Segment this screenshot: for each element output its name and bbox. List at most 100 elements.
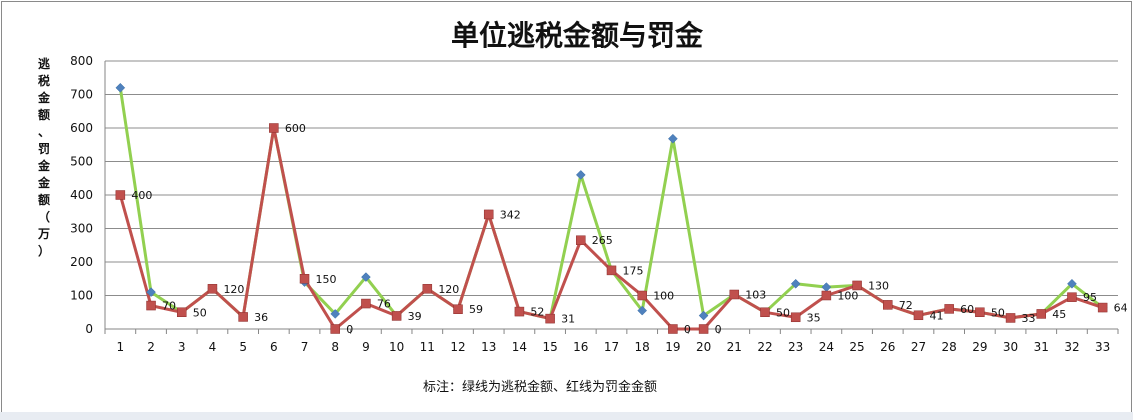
y-axis-label-char: 金 — [37, 90, 51, 105]
x-tick-label: 3 — [178, 340, 186, 354]
data-point-series-1 — [575, 170, 586, 180]
bottom-strip — [0, 412, 1133, 420]
data-labels: 4007050120366001500763912059342523126517… — [131, 122, 1127, 336]
data-label: 50 — [776, 306, 790, 319]
x-tick-label: 23 — [788, 340, 803, 354]
x-tick-label: 31 — [1034, 340, 1049, 354]
data-point-series-2 — [146, 300, 156, 311]
x-tick-label: 4 — [209, 340, 217, 354]
x-tick-label: 9 — [362, 340, 370, 354]
data-point-series-2 — [913, 310, 924, 321]
y-tick-label: 100 — [70, 289, 93, 303]
x-tick-label: 2 — [147, 340, 155, 354]
data-label: 600 — [285, 122, 306, 135]
y-axis-label-char: ） — [38, 243, 50, 258]
data-label: 150 — [316, 273, 337, 286]
data-point-series-1 — [637, 305, 648, 316]
data-point-series-1 — [698, 310, 709, 321]
data-point-series-1 — [668, 133, 678, 144]
x-tick-label: 19 — [665, 340, 680, 354]
y-axis-label-char: （ — [38, 209, 50, 224]
data-point-series-2 — [176, 307, 187, 317]
y-tick-label: 800 — [70, 54, 93, 68]
data-point-series-2 — [852, 280, 862, 291]
data-label: 103 — [745, 288, 766, 301]
data-label: 72 — [899, 299, 913, 312]
y-tick-label: 500 — [70, 155, 93, 169]
x-tick-label: 8 — [331, 340, 339, 354]
data-point-series-1 — [146, 287, 156, 298]
x-tick-label: 24 — [819, 340, 834, 354]
series-markers — [115, 82, 1108, 334]
data-label: 100 — [653, 290, 674, 303]
data-point-series-2 — [729, 289, 740, 300]
data-point-series-1 — [361, 272, 371, 282]
data-point-series-2 — [576, 235, 586, 245]
data-point-series-2 — [637, 290, 647, 301]
y-axis-label-char: 额 — [38, 107, 50, 122]
chart-note: 标注：绿线为逃税金额、红线为罚金金额 — [423, 379, 657, 395]
data-label: 39 — [408, 310, 422, 323]
data-label: 59 — [469, 303, 483, 316]
data-point-series-2 — [883, 300, 893, 310]
x-tick-label: 29 — [972, 340, 987, 354]
x-tick-label: 5 — [239, 340, 247, 354]
data-label: 50 — [991, 306, 1005, 319]
data-point-series-1 — [1067, 278, 1077, 289]
data-label: 120 — [223, 283, 244, 296]
data-label: 0 — [684, 323, 691, 336]
y-axis-label-char: 金 — [37, 175, 51, 190]
data-point-series-2 — [1067, 292, 1077, 302]
x-tick-label: 15 — [542, 340, 557, 354]
x-tick-label: 14 — [512, 340, 527, 354]
data-label: 342 — [500, 208, 521, 221]
chart-frame — [1, 1, 1132, 413]
y-axis-label-char: 逃 — [38, 56, 51, 71]
data-label: 400 — [131, 189, 152, 202]
x-tick-label: 26 — [880, 340, 895, 354]
data-label: 45 — [1052, 308, 1066, 321]
x-tick-label: 18 — [635, 340, 650, 354]
data-point-series-1 — [821, 282, 832, 292]
x-tick-label: 20 — [696, 340, 711, 354]
data-point-series-2 — [207, 284, 218, 294]
x-tick-label: 13 — [481, 340, 496, 354]
y-axis-label-char: 、 — [38, 125, 50, 139]
x-tick-label: 28 — [942, 340, 957, 354]
y-axis-label-char: 金 — [37, 158, 51, 173]
data-label: 265 — [592, 234, 613, 247]
data-label: 36 — [254, 311, 268, 324]
data-label: 35 — [807, 311, 821, 324]
data-label: 95 — [1083, 291, 1097, 304]
y-axis-label-char: 额 — [38, 192, 50, 207]
data-point-series-1 — [330, 309, 341, 319]
data-point-series-2 — [821, 290, 832, 301]
y-axis-label-char: 万 — [37, 227, 50, 241]
x-tick-label: 21 — [727, 340, 742, 354]
data-label: 64 — [1114, 302, 1128, 315]
chart-title: 单位逃税金额与罚金 — [451, 19, 704, 52]
data-point-series-2 — [330, 324, 340, 334]
x-tick-label: 7 — [301, 340, 309, 354]
data-point-series-2 — [422, 284, 433, 294]
data-label: 120 — [438, 283, 459, 296]
x-tick-label: 1 — [117, 340, 125, 354]
data-point-series-2 — [944, 304, 954, 314]
x-tick-label: 33 — [1095, 340, 1110, 354]
data-point-series-2 — [238, 312, 248, 322]
data-label: 52 — [530, 306, 544, 319]
x-tick-label: 11 — [420, 340, 435, 354]
data-label: 130 — [868, 279, 889, 292]
x-tick-label: 17 — [604, 340, 619, 354]
data-point-series-2 — [1005, 313, 1016, 323]
data-label: 60 — [960, 303, 974, 316]
y-tick-label: 300 — [70, 222, 93, 236]
data-point-series-2 — [606, 265, 617, 276]
data-point-series-2 — [269, 123, 279, 133]
data-point-series-2 — [361, 298, 371, 309]
data-point-series-2 — [545, 313, 555, 324]
data-point-series-2 — [299, 274, 310, 284]
x-tick-label: 16 — [573, 340, 588, 354]
data-label: 31 — [561, 313, 575, 326]
